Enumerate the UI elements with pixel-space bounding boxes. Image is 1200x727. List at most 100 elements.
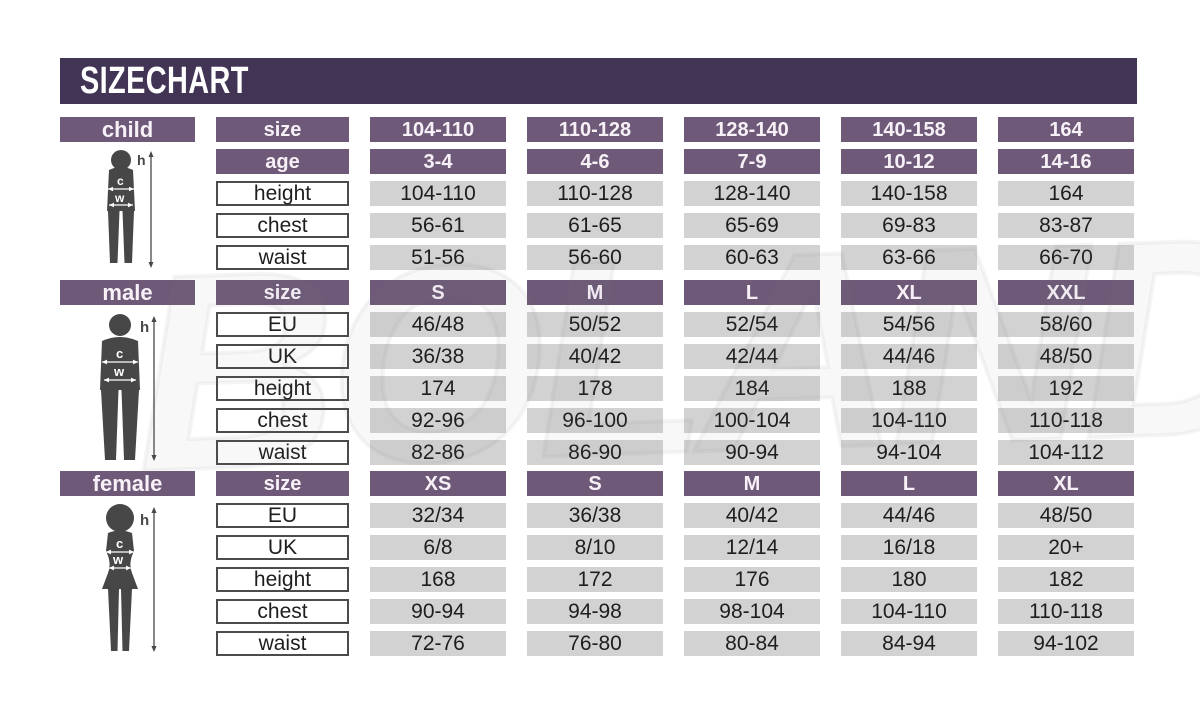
- height-annotation-label: h: [137, 152, 146, 168]
- male-figure: h c w: [60, 312, 195, 465]
- waist-annotation-label: w: [114, 191, 125, 205]
- row-label-height: height: [216, 376, 349, 401]
- data-cell-child-size-3: 128-140: [684, 117, 820, 142]
- height-annotation-label: h: [140, 512, 149, 529]
- data-cell-male-EU-2: 50/52: [527, 312, 663, 337]
- data-cell-female-height-2: 172: [527, 567, 663, 592]
- data-cell-male-chest-2: 96-100: [527, 408, 663, 433]
- female-silhouette-icon: h c w: [101, 504, 157, 652]
- data-cell-female-height-1: 168: [370, 567, 506, 592]
- data-cell-female-size-4: L: [841, 471, 977, 496]
- data-cell-male-waist-2: 86-90: [527, 440, 663, 465]
- data-cell-female-size-5: XL: [998, 471, 1134, 496]
- data-cell-male-size-5: XXL: [998, 280, 1134, 305]
- data-cell-child-waist-3: 60-63: [684, 245, 820, 270]
- data-cell-male-UK-1: 36/38: [370, 344, 506, 369]
- data-cell-male-height-4: 188: [841, 376, 977, 401]
- data-cell-female-UK-3: 12/14: [684, 535, 820, 560]
- data-cell-child-age-1: 3-4: [370, 149, 506, 174]
- data-cell-male-chest-1: 92-96: [370, 408, 506, 433]
- chest-annotation-label: c: [116, 536, 123, 551]
- male-silhouette-icon: h c w: [99, 314, 157, 461]
- data-cell-child-size-5: 164: [998, 117, 1134, 142]
- data-cell-female-chest-4: 104-110: [841, 599, 977, 624]
- row-label-height: height: [216, 567, 349, 592]
- data-cell-female-EU-2: 36/38: [527, 503, 663, 528]
- section-female: female h c w: [60, 471, 1134, 656]
- data-cell-female-EU-1: 32/34: [370, 503, 506, 528]
- data-cell-child-chest-2: 61-65: [527, 213, 663, 238]
- data-cell-male-size-1: S: [370, 280, 506, 305]
- data-cell-female-UK-2: 8/10: [527, 535, 663, 560]
- data-cell-child-age-4: 10-12: [841, 149, 977, 174]
- data-cell-female-chest-3: 98-104: [684, 599, 820, 624]
- data-cell-female-waist-2: 76-80: [527, 631, 663, 656]
- data-cell-child-waist-1: 51-56: [370, 245, 506, 270]
- data-cell-female-waist-4: 84-94: [841, 631, 977, 656]
- data-cell-female-UK-4: 16/18: [841, 535, 977, 560]
- row-label-size: size: [216, 471, 349, 496]
- row-label-waist: waist: [216, 245, 349, 270]
- data-cell-male-waist-3: 90-94: [684, 440, 820, 465]
- row-label-chest: chest: [216, 599, 349, 624]
- data-cell-male-waist-1: 82-86: [370, 440, 506, 465]
- row-label-chest: chest: [216, 408, 349, 433]
- size-tables: child h c w: [60, 117, 1134, 656]
- page-title: SIZE CHART: [80, 60, 249, 102]
- section-child: child h c w: [60, 117, 1134, 270]
- data-cell-child-height-3: 128-140: [684, 181, 820, 206]
- child-figure: h c w: [60, 149, 195, 270]
- waist-annotation-label: w: [112, 552, 124, 567]
- data-cell-child-waist-4: 63-66: [841, 245, 977, 270]
- row-label-waist: waist: [216, 631, 349, 656]
- data-cell-child-size-4: 140-158: [841, 117, 977, 142]
- data-cell-male-size-2: M: [527, 280, 663, 305]
- row-label-age: age: [216, 149, 349, 174]
- row-label-size: size: [216, 117, 349, 142]
- row-label-waist: waist: [216, 440, 349, 465]
- gender-banner-female: female: [60, 471, 195, 496]
- data-cell-male-EU-5: 58/60: [998, 312, 1134, 337]
- data-cell-male-EU-3: 52/54: [684, 312, 820, 337]
- data-cell-male-chest-4: 104-110: [841, 408, 977, 433]
- data-cell-female-UK-5: 20+: [998, 535, 1134, 560]
- data-cell-female-waist-1: 72-76: [370, 631, 506, 656]
- data-cell-child-height-1: 104-110: [370, 181, 506, 206]
- data-cell-child-chest-5: 83-87: [998, 213, 1134, 238]
- data-cell-male-UK-5: 48/50: [998, 344, 1134, 369]
- data-cell-female-size-2: S: [527, 471, 663, 496]
- data-cell-female-height-4: 180: [841, 567, 977, 592]
- height-annotation-label: h: [140, 319, 149, 336]
- data-cell-male-chest-5: 110-118: [998, 408, 1134, 433]
- female-figure: h c w: [60, 503, 195, 656]
- data-cell-female-chest-5: 110-118: [998, 599, 1134, 624]
- child-silhouette-icon: h c w: [106, 150, 153, 268]
- data-cell-female-height-3: 176: [684, 567, 820, 592]
- data-cell-female-waist-3: 80-84: [684, 631, 820, 656]
- data-cell-female-waist-5: 94-102: [998, 631, 1134, 656]
- data-cell-male-height-5: 192: [998, 376, 1134, 401]
- data-cell-male-size-3: L: [684, 280, 820, 305]
- data-cell-female-size-3: M: [684, 471, 820, 496]
- chest-annotation-label: c: [116, 346, 123, 361]
- data-cell-child-age-3: 7-9: [684, 149, 820, 174]
- data-cell-child-waist-2: 56-60: [527, 245, 663, 270]
- data-cell-male-UK-3: 42/44: [684, 344, 820, 369]
- data-cell-child-waist-5: 66-70: [998, 245, 1134, 270]
- data-cell-female-EU-5: 48/50: [998, 503, 1134, 528]
- row-label-EU: EU: [216, 312, 349, 337]
- data-cell-male-chest-3: 100-104: [684, 408, 820, 433]
- row-label-UK: UK: [216, 344, 349, 369]
- row-label-size: size: [216, 280, 349, 305]
- data-cell-male-EU-4: 54/56: [841, 312, 977, 337]
- data-cell-male-waist-5: 104-112: [998, 440, 1134, 465]
- data-cell-female-size-1: XS: [370, 471, 506, 496]
- data-cell-child-size-2: 110-128: [527, 117, 663, 142]
- data-cell-male-height-2: 178: [527, 376, 663, 401]
- row-label-chest: chest: [216, 213, 349, 238]
- data-cell-male-height-1: 174: [370, 376, 506, 401]
- data-cell-male-height-3: 184: [684, 376, 820, 401]
- row-label-EU: EU: [216, 503, 349, 528]
- data-cell-male-size-4: XL: [841, 280, 977, 305]
